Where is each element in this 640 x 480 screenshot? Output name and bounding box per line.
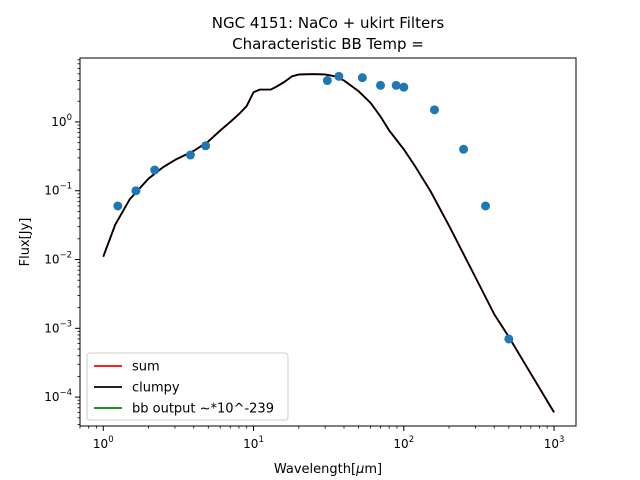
scatter-point <box>391 80 401 90</box>
y-tick-label: 10−4 <box>44 388 72 404</box>
scatter-point <box>376 80 386 90</box>
x-tick-label: 102 <box>393 435 414 451</box>
legend: sum clumpy bb output ~*10^-239 <box>86 352 289 421</box>
scatter-point <box>131 186 141 196</box>
chart-subtitle: Characteristic BB Temp = <box>232 35 424 53</box>
legend-label: bb output ~*10^-239 <box>132 402 274 417</box>
chart-title: NGC 4151: NaCo + ukirt Filters <box>212 14 445 32</box>
scatter-point <box>334 71 344 81</box>
legend-box <box>86 352 289 421</box>
series-line-clumpy <box>102 73 555 413</box>
x-tick-label: 100 <box>93 435 114 451</box>
scatter-point <box>357 73 367 83</box>
x-axis: 100 101 102 103 <box>79 426 565 451</box>
legend-label: sum <box>132 360 160 375</box>
scatter-point <box>113 201 123 211</box>
y-axis-label: Flux[Jy] <box>18 218 33 267</box>
scatter-point <box>201 141 211 151</box>
scatter-point <box>185 150 195 160</box>
x-axis-label-prefix: Wavelength[ <box>274 462 356 477</box>
x-axis-label-mu: μ <box>355 462 364 477</box>
x-tick-label: 103 <box>544 435 565 451</box>
scatter-point <box>481 201 491 211</box>
plot-frame <box>79 57 577 427</box>
scatter-point <box>459 144 469 154</box>
x-axis-label: Wavelength[μm] <box>274 462 382 477</box>
y-tick-label: 10−2 <box>44 251 72 267</box>
y-tick-label: 10−1 <box>44 182 72 198</box>
scatter-point <box>504 334 514 344</box>
scatter-point <box>429 105 439 115</box>
scatter-point <box>150 165 160 175</box>
y-tick-label: 10−3 <box>44 319 72 335</box>
y-tick-label: 100 <box>51 113 72 129</box>
series-layer <box>102 71 555 413</box>
y-axis: 10−4 10−3 10−2 10−1 100 <box>44 59 80 425</box>
scatter-point <box>322 76 332 86</box>
scatter-point <box>399 82 409 92</box>
legend-label: clumpy <box>132 381 180 396</box>
x-tick-label: 101 <box>243 435 264 451</box>
x-axis-label-suffix: m] <box>364 462 382 477</box>
